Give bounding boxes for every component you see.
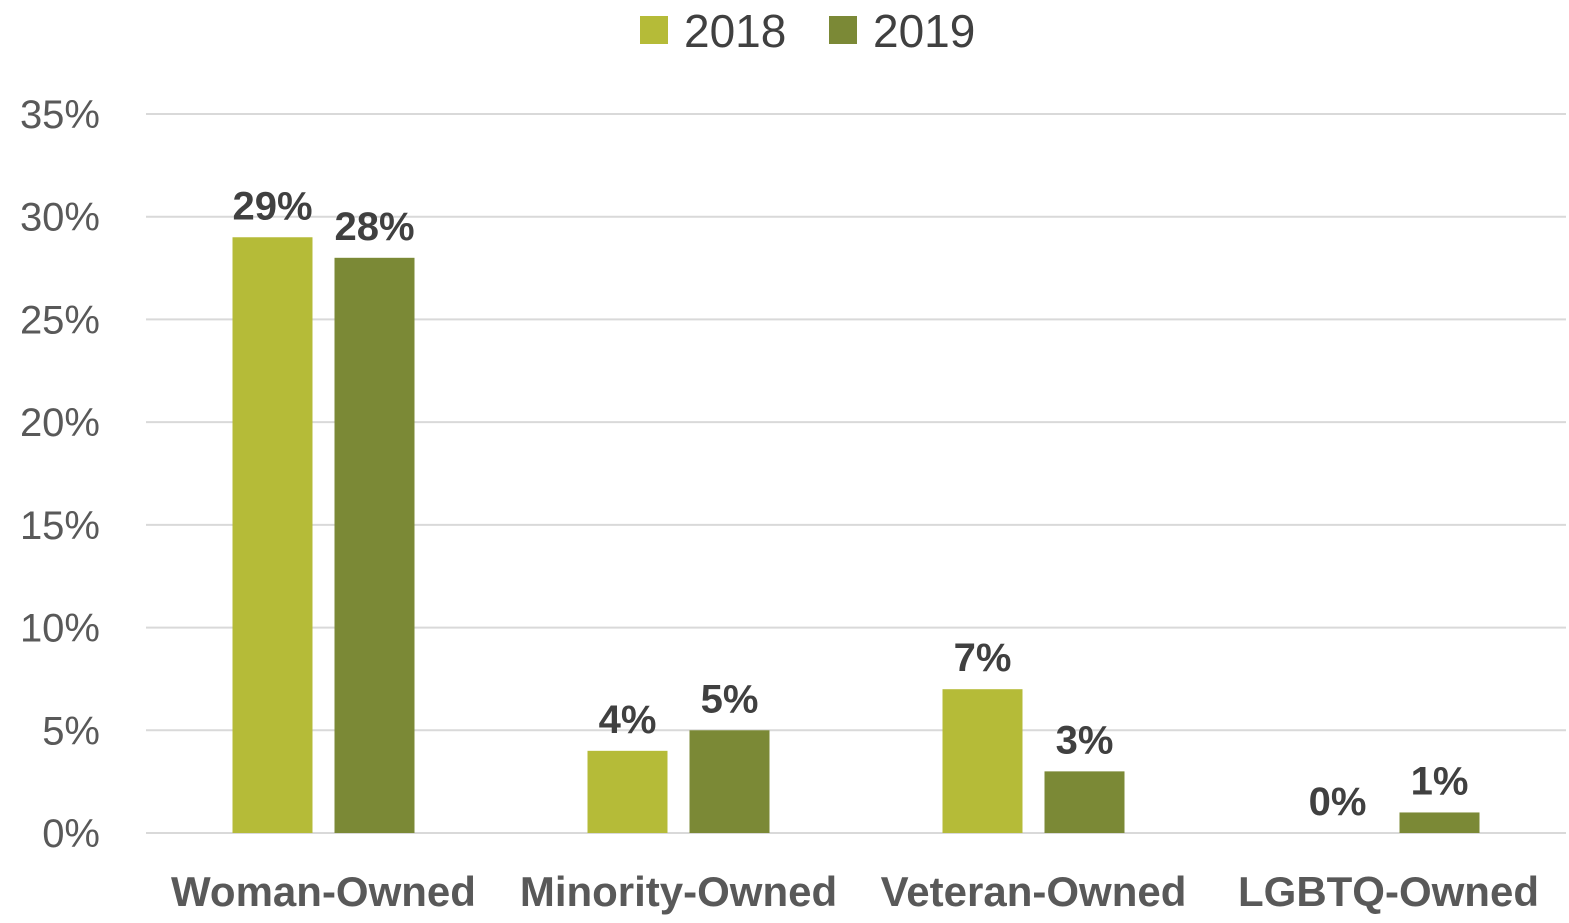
y-tick-label: 0% — [42, 812, 100, 856]
bar-2018-woman-owned — [232, 237, 313, 833]
data-label-2018-veteran-owned: 7% — [954, 636, 1012, 680]
y-tick-label: 10% — [20, 607, 100, 651]
data-label-2019-woman-owned: 28% — [334, 205, 414, 249]
x-axis-ticks: Woman-Owned Minority-Owned Veteran-Owned LG… — [171, 868, 1539, 915]
data-label-2018-minority-owned: 4% — [599, 698, 657, 742]
y-tick-label: 20% — [20, 401, 100, 445]
bar-2019-lgbtq-owned — [1399, 812, 1480, 833]
bar-2018-minority-owned — [587, 750, 668, 833]
bars — [232, 237, 1480, 833]
data-label-2019-lgbtq-owned: 1% — [1411, 759, 1469, 803]
y-tick-label: 25% — [20, 298, 100, 342]
legend: 2018 2019 — [640, 5, 975, 57]
bar-2019-minority-owned — [689, 730, 770, 833]
bar-2019-woman-owned — [334, 257, 415, 833]
data-labels: 29% 28% 4% 5% 7% 3% 0% 1% — [232, 184, 1468, 824]
data-label-2018-woman-owned: 29% — [232, 184, 312, 228]
x-tick-label: Veteran-Owned — [881, 868, 1187, 915]
data-label-2019-minority-owned: 5% — [701, 677, 759, 721]
legend-label-2019: 2019 — [873, 5, 975, 57]
bar-2018-veteran-owned — [942, 689, 1023, 833]
data-label-2019-veteran-owned: 3% — [1056, 718, 1114, 762]
x-tick-label: Minority-Owned — [520, 868, 837, 915]
y-tick-label: 35% — [20, 93, 100, 137]
bar-2019-veteran-owned — [1044, 771, 1125, 833]
y-tick-label: 15% — [20, 504, 100, 548]
legend-swatch-2018 — [640, 16, 668, 44]
y-tick-label: 5% — [42, 709, 100, 753]
y-tick-label: 30% — [20, 196, 100, 240]
x-tick-label: Woman-Owned — [171, 868, 476, 915]
y-axis-ticks: 0% 5% 10% 15% 20% 25% 30% 35% — [20, 93, 100, 856]
legend-swatch-2019 — [829, 16, 857, 44]
data-label-2018-lgbtq-owned: 0% — [1309, 780, 1367, 824]
x-tick-label: LGBTQ-Owned — [1238, 868, 1539, 915]
legend-label-2018: 2018 — [684, 5, 786, 57]
